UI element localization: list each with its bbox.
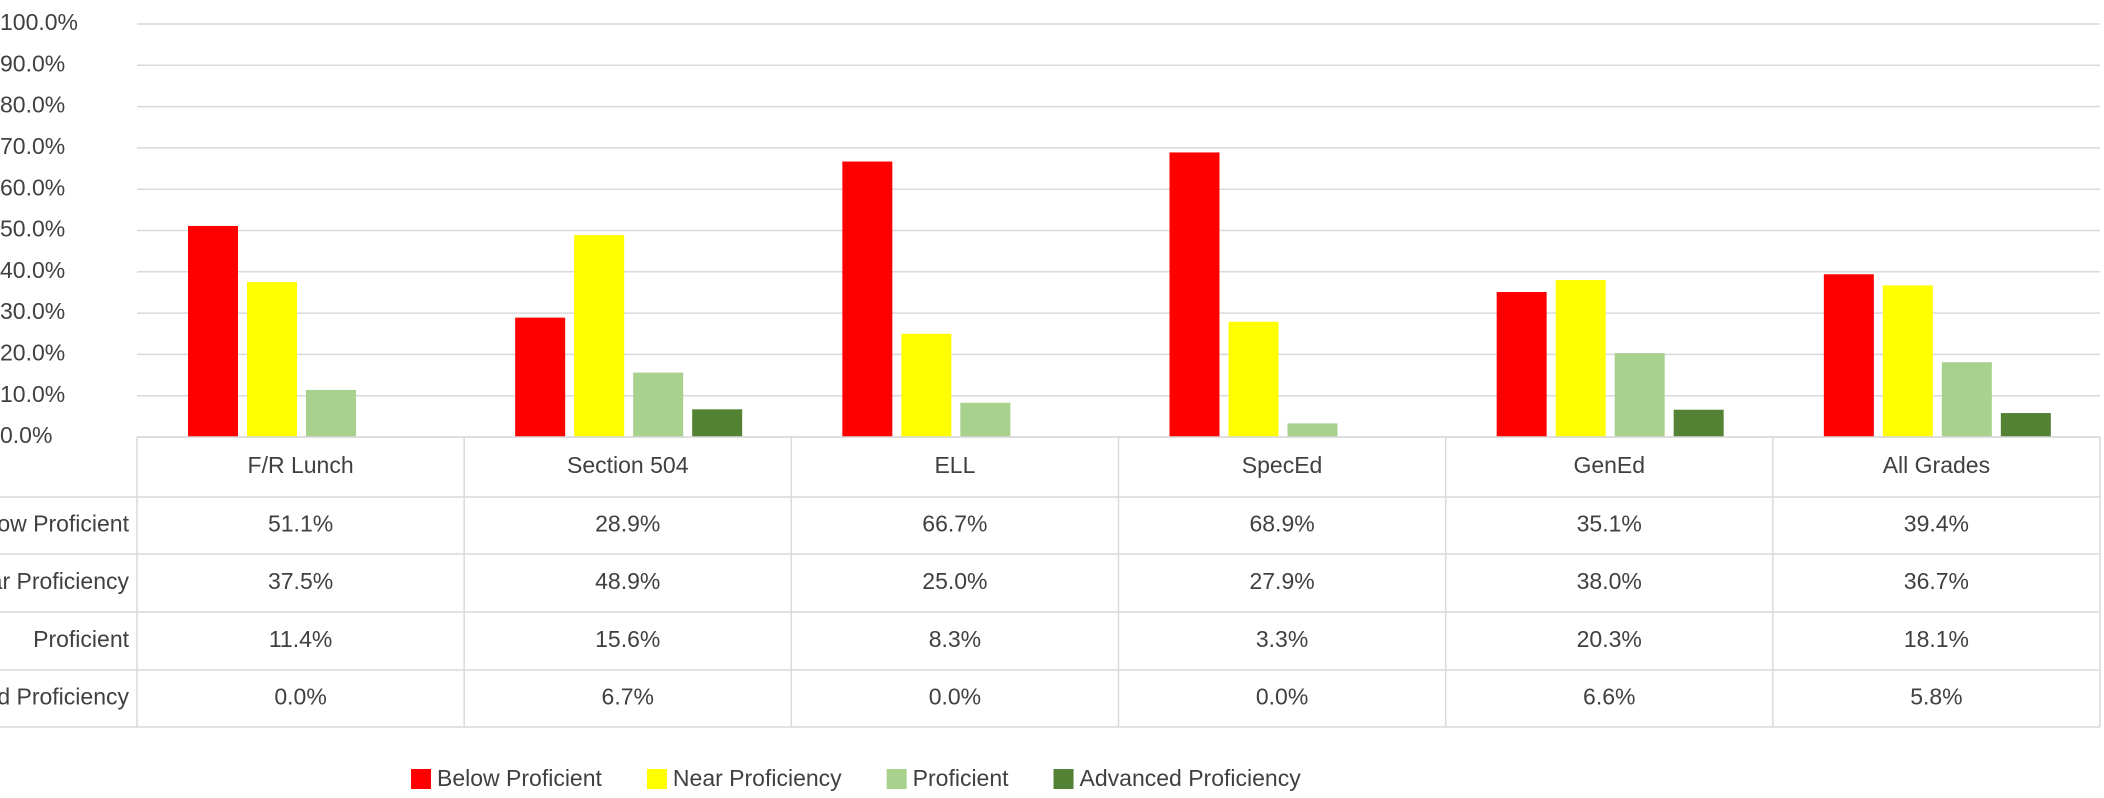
table-value: 18.1% (1904, 626, 1969, 652)
legend-label: Below Proficient (437, 765, 603, 791)
bar (1823, 274, 1874, 437)
table-value: 20.3% (1577, 626, 1642, 652)
y-tick-label: 70.0% (0, 133, 65, 159)
bar (1673, 409, 1724, 437)
y-tick-label: 0.0% (0, 422, 52, 448)
table-value: 35.1% (1577, 511, 1642, 537)
y-tick-label: 50.0% (0, 216, 65, 242)
bar (1941, 362, 1992, 437)
table-value: 15.6% (595, 626, 660, 652)
table-value: 38.0% (1577, 568, 1642, 594)
table-value: 68.9% (1249, 511, 1314, 537)
table-value: 5.8% (1910, 684, 1962, 710)
table-value: 3.3% (1256, 626, 1308, 652)
table-value: 37.5% (268, 568, 333, 594)
bar (188, 225, 238, 437)
bar (842, 161, 893, 438)
y-tick-label: 90.0% (0, 50, 65, 76)
table-value: 28.9% (595, 511, 660, 537)
table-value: 27.9% (1249, 568, 1314, 594)
bar (1496, 292, 1547, 437)
bar (1169, 152, 1220, 437)
table-value: 39.4% (1904, 511, 1969, 537)
category-label: Section 504 (567, 452, 689, 478)
category-label: ELL (934, 452, 975, 478)
table-value: 0.0% (274, 684, 326, 710)
table-value: 51.1% (268, 511, 333, 537)
bar (633, 372, 684, 437)
bar (901, 333, 952, 437)
table-value: 6.6% (1583, 684, 1635, 710)
table-value: 36.7% (1904, 568, 1969, 594)
table-value: 6.7% (602, 684, 654, 710)
y-tick-label: 10.0% (0, 381, 65, 407)
row-label: Below Proficient (0, 511, 130, 537)
bar (515, 317, 566, 437)
table-value: 0.0% (929, 684, 981, 710)
y-tick-label: 80.0% (0, 92, 65, 118)
bar (692, 409, 743, 437)
legend-swatch (411, 769, 431, 789)
row-label: Near Proficiency (0, 568, 129, 594)
y-tick-label: 20.0% (0, 339, 65, 365)
bar (306, 389, 356, 437)
bar (1287, 423, 1338, 437)
category-label: F/R Lunch (248, 452, 354, 478)
legend-label: Proficient (913, 765, 1009, 791)
bar (1614, 353, 1665, 437)
table-value: 11.4% (269, 626, 333, 652)
table-value: 48.9% (595, 568, 660, 594)
y-tick-label: 40.0% (0, 257, 65, 283)
category-label: GenEd (1573, 452, 1645, 478)
y-tick-label: 30.0% (0, 298, 65, 324)
category-label: All Grades (1883, 452, 1990, 478)
bar (1882, 285, 1933, 437)
bar (1555, 280, 1606, 437)
row-label: Advanced Proficiency (0, 684, 129, 710)
legend-swatch (886, 769, 907, 789)
table-value: 0.0% (1256, 684, 1308, 710)
y-tick-label: 100.0% (0, 9, 78, 35)
table-value: 8.3% (929, 626, 981, 652)
legend-label: Near Proficiency (673, 765, 842, 791)
bar (2000, 413, 2051, 437)
row-label: Proficient (33, 626, 129, 652)
table-value: 25.0% (922, 568, 987, 594)
table-value: 66.7% (922, 511, 987, 537)
bar (1228, 321, 1279, 437)
category-label: SpecEd (1242, 452, 1323, 478)
legend-label: Advanced Proficiency (1080, 765, 1302, 791)
y-tick-label: 60.0% (0, 174, 65, 200)
bar (247, 282, 297, 437)
legend-swatch (1053, 769, 1074, 789)
legend-swatch (646, 769, 667, 789)
bar (960, 402, 1011, 437)
bar (574, 235, 625, 437)
